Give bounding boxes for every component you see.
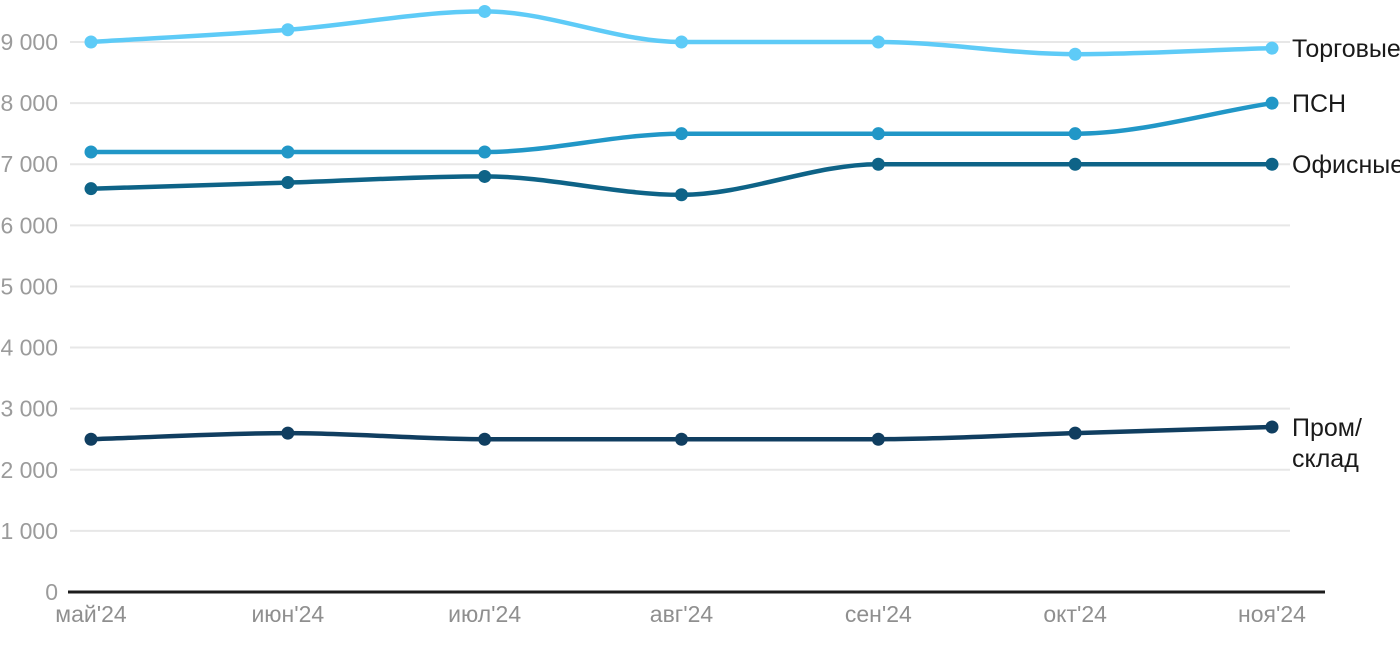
series-point-3 xyxy=(281,426,295,440)
series-point-2 xyxy=(478,169,492,183)
y-tick-label: 6 000 xyxy=(0,212,58,238)
series-point-1 xyxy=(1265,96,1279,110)
series-label-3: склад xyxy=(1292,445,1359,473)
series-point-1 xyxy=(281,145,295,159)
y-tick-label: 7 000 xyxy=(0,151,58,177)
x-tick-label: июл'24 xyxy=(448,601,521,627)
series-point-2 xyxy=(281,176,295,190)
x-tick-label: сен'24 xyxy=(845,601,912,627)
series-point-3 xyxy=(1265,420,1279,434)
x-tick-label: авг'24 xyxy=(650,601,714,627)
y-tick-label: 8 000 xyxy=(0,90,58,116)
series-point-3 xyxy=(871,432,885,446)
series-point-2 xyxy=(871,157,885,171)
y-tick-label: 3 000 xyxy=(0,396,58,422)
series-label-0: Торговые xyxy=(1292,35,1400,63)
series-point-0 xyxy=(1068,47,1082,61)
series-point-1 xyxy=(674,127,688,141)
series-point-0 xyxy=(674,35,688,49)
series-point-3 xyxy=(1068,426,1082,440)
series-point-2 xyxy=(1068,157,1082,171)
series-point-2 xyxy=(1265,157,1279,171)
x-tick-label: ноя'24 xyxy=(1238,601,1306,627)
x-tick-label: окт'24 xyxy=(1043,601,1107,627)
series-label-1: ПСН xyxy=(1292,90,1346,118)
series-point-3 xyxy=(674,432,688,446)
x-tick-label: май'24 xyxy=(55,601,127,627)
series-point-3 xyxy=(84,432,98,446)
y-tick-label: 0 xyxy=(45,579,58,605)
series-point-1 xyxy=(1068,127,1082,141)
series-point-3 xyxy=(478,432,492,446)
y-tick-label: 1 000 xyxy=(0,518,58,544)
series-point-0 xyxy=(84,35,98,49)
series-point-0 xyxy=(281,23,295,37)
x-tick-label: июн'24 xyxy=(251,601,324,627)
series-point-1 xyxy=(871,127,885,141)
y-tick-label: 9 000 xyxy=(0,29,58,55)
series-point-0 xyxy=(1265,41,1279,55)
series-point-1 xyxy=(478,145,492,159)
series-point-2 xyxy=(674,188,688,202)
series-point-0 xyxy=(871,35,885,49)
series-point-1 xyxy=(84,145,98,159)
y-tick-label: 5 000 xyxy=(0,273,58,299)
series-point-2 xyxy=(84,182,98,196)
series-label-2: Офисные xyxy=(1292,151,1400,179)
y-tick-label: 4 000 xyxy=(0,335,58,361)
y-tick-label: 2 000 xyxy=(0,457,58,483)
series-point-0 xyxy=(478,4,492,18)
series-label-3: Пром/ xyxy=(1292,414,1362,442)
